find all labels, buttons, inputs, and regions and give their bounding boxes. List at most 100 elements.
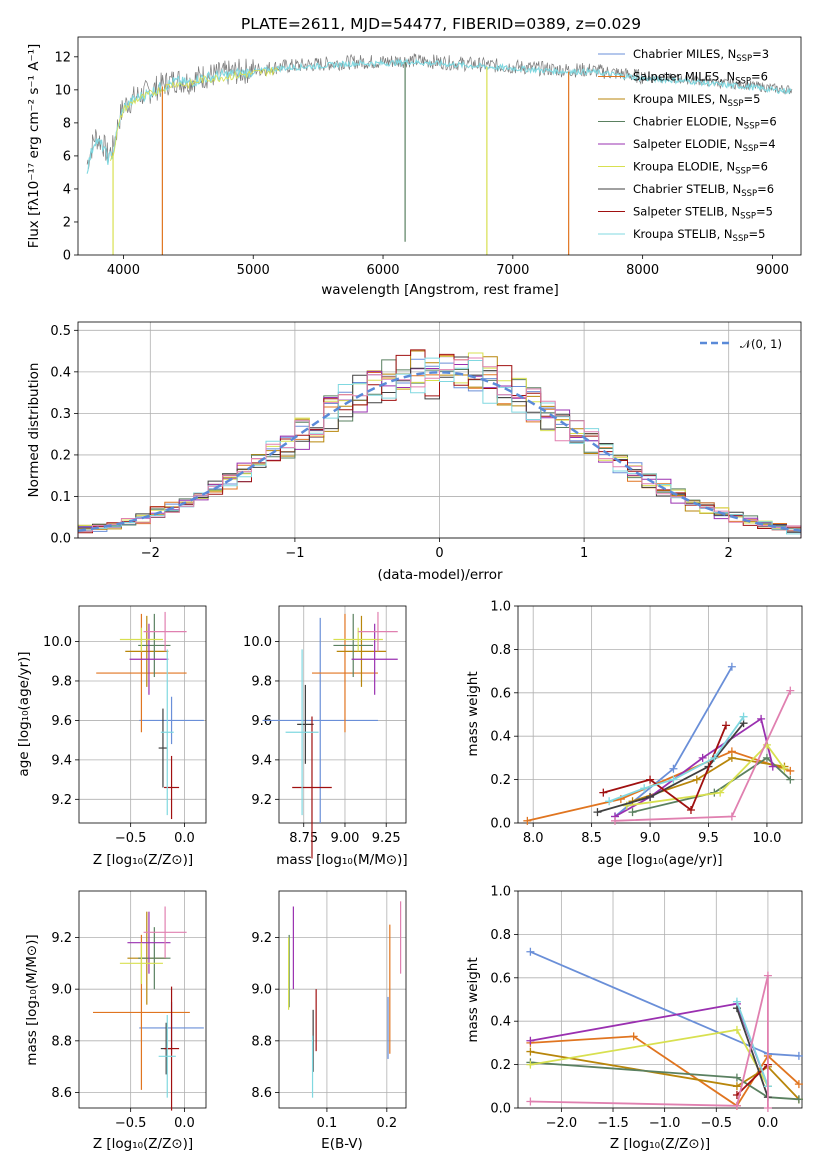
x-tick-label: 4000 xyxy=(107,263,140,278)
age-vs-metallicity-ylabel: age [log₁₀(age/yr)] xyxy=(16,651,32,776)
massweight-marker xyxy=(526,1036,535,1045)
x-tick-label: 9.5 xyxy=(698,831,719,846)
legend-subscript: SSP xyxy=(744,122,760,132)
y-tick-label: 6 xyxy=(63,149,71,164)
legend-entry: Kroupa STELIB, NSSP=5 xyxy=(633,227,765,244)
massweight-marker xyxy=(763,971,772,980)
massweight-marker xyxy=(640,784,649,793)
x-tick-label: 5000 xyxy=(237,263,270,278)
massweight-line xyxy=(530,975,769,1108)
legend-suffix: =4 xyxy=(759,137,776,151)
x-tick-label: −2.0 xyxy=(546,1116,578,1131)
massweight-marker xyxy=(757,714,766,723)
mass-vs-metallicity-xlabel: Z [log₁₀(Z/Z⊙)] xyxy=(93,1136,193,1152)
legend-suffix: =6 xyxy=(760,115,777,129)
massweight-marker xyxy=(722,721,731,730)
age-vs-metallicity-frame xyxy=(78,605,207,824)
massweight-marker xyxy=(599,788,608,797)
mass-vs-reddening-xlabel: E(B-V) xyxy=(321,1136,363,1152)
massweight-marker xyxy=(732,1082,741,1091)
massweight-marker xyxy=(794,1095,803,1104)
x-tick-label: 7000 xyxy=(496,263,529,278)
observed-spectrum-line xyxy=(86,53,793,169)
massweight-vs-metallicity-panel: −2.0 −1.5 −1.0 −0.5 0.0 0.0 0.2 0.4 0.6 0.8 1.0 Z … xyxy=(465,885,803,1152)
residual-grid: −2 −1 0 1 2 0.0 0.1 0.2 0.3 0.4 0.5 xyxy=(50,322,801,561)
massweight-marker xyxy=(727,662,736,671)
massweight-marker xyxy=(739,712,748,721)
legend-suffix: =6 xyxy=(751,70,768,84)
panel-grid: −0.5 0.0 9.2 9.4 9.6 9.8 10.0 xyxy=(43,606,206,846)
y-tick-label: 1.0 xyxy=(490,600,511,615)
y-tick-label: 0.0 xyxy=(50,532,71,547)
massweight-marker xyxy=(593,808,602,817)
massweight-marker xyxy=(526,1097,535,1106)
legend-subscript: SSP xyxy=(743,144,759,154)
legend-suffix: =6 xyxy=(751,160,768,174)
x-tick-label: 0.2 xyxy=(376,1116,397,1131)
y-tick-label: 0.4 xyxy=(50,365,71,380)
massweight-marker xyxy=(628,808,637,817)
massweight-marker xyxy=(732,997,741,1006)
y-tick-label: 9.2 xyxy=(251,793,272,808)
y-tick-label: 0.8 xyxy=(490,928,511,943)
legend-suffix: =5 xyxy=(756,205,773,219)
legend-entry: Salpeter MILES, NSSP=6 xyxy=(633,70,768,87)
massweight-vs-metallicity-frame xyxy=(517,890,803,1109)
massweight-marker xyxy=(523,816,532,825)
x-tick-label: 8.5 xyxy=(581,831,602,846)
x-tick-label: 6000 xyxy=(366,263,399,278)
massweight-vs-age-panel: 8.0 8.5 9.0 9.5 10.0 0.0 0.2 0.4 0.6 0.8 1.0 age [… xyxy=(465,600,803,868)
massweight-marker xyxy=(727,753,736,762)
massweight-marker xyxy=(786,686,795,695)
x-tick-label: −1 xyxy=(285,546,304,561)
x-tick-label: 0.1 xyxy=(317,1116,338,1131)
y-tick-label: 1.0 xyxy=(490,885,511,900)
y-tick-label: 0.0 xyxy=(490,817,511,832)
x-tick-label: −0.5 xyxy=(700,1116,732,1131)
x-tick-label: −2 xyxy=(141,546,160,561)
x-tick-label: −0.5 xyxy=(115,831,147,846)
y-tick-label: 0.8 xyxy=(490,643,511,658)
y-tick-label: 9.0 xyxy=(251,983,272,998)
massweight-marker xyxy=(646,792,655,801)
spectrum-ylabel: Flux [fλ10⁻¹⁷ erg cm⁻² s⁻¹ A⁻¹] xyxy=(26,44,42,249)
spectrum-xlabel: wavelength [Angstrom, rest frame] xyxy=(321,282,559,298)
residual-legend: 𝒩(0, 1) xyxy=(700,337,782,351)
y-tick-label: 12 xyxy=(54,50,71,65)
legend-suffix: =6 xyxy=(757,182,774,196)
massweight-marker xyxy=(762,753,771,762)
massweight-marker xyxy=(794,1051,803,1060)
massweight-vs-age-frame xyxy=(517,605,803,824)
x-tick-label: −1.5 xyxy=(597,1116,629,1131)
y-tick-label: 4 xyxy=(63,182,71,197)
massweight-marker xyxy=(786,775,795,784)
y-tick-label: 8 xyxy=(63,116,71,131)
legend-subscript: SSP xyxy=(740,212,756,222)
panel-grid: −0.5 0.0 8.6 8.8 9.0 9.2 xyxy=(51,891,206,1131)
massweight-marker xyxy=(727,812,736,821)
massweight-marker xyxy=(763,1104,772,1112)
legend-suffix: =5 xyxy=(743,92,760,106)
y-tick-label: 0.0 xyxy=(490,1102,511,1117)
massweight-marker xyxy=(786,766,795,775)
massweight-line xyxy=(530,1050,800,1100)
x-tick-label: 0 xyxy=(435,546,443,561)
mass-vs-metallicity-frame xyxy=(78,890,207,1109)
age-vs-mass-frame xyxy=(278,605,407,824)
y-tick-label: 0.2 xyxy=(50,448,71,463)
massweight-marker xyxy=(692,775,701,784)
y-tick-label: 9.0 xyxy=(51,983,72,998)
y-tick-label: 10.0 xyxy=(243,635,272,650)
massweight-marker xyxy=(669,775,678,784)
massweight-line xyxy=(626,743,786,807)
panel-grid: 8.0 8.5 9.0 9.5 10.0 0.0 0.2 0.4 0.6 0.8 1.0 xyxy=(490,600,802,846)
x-tick-label: 8.75 xyxy=(289,831,318,846)
y-tick-label: 9.6 xyxy=(251,714,272,729)
y-tick-label: 2 xyxy=(63,215,71,230)
x-tick-label: 9.0 xyxy=(640,831,661,846)
y-tick-label: 8.6 xyxy=(51,1086,72,1101)
massweight-marker xyxy=(611,816,620,825)
massweight-marker xyxy=(605,797,614,806)
spectrum-lines xyxy=(86,53,793,255)
